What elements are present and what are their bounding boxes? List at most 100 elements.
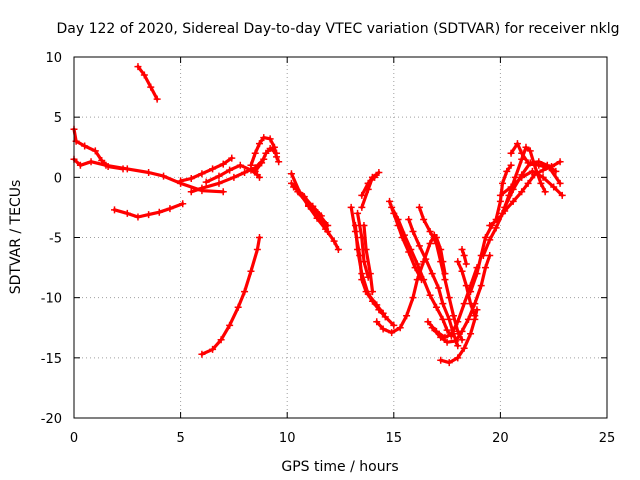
data-point	[330, 237, 338, 245]
data-point	[526, 159, 534, 167]
data-point	[253, 246, 261, 254]
data-point	[409, 294, 417, 302]
data-point	[217, 336, 225, 344]
data-point	[441, 333, 449, 341]
data-point	[358, 191, 366, 199]
data-point	[405, 215, 413, 223]
data-point	[177, 177, 185, 185]
data-point	[198, 170, 206, 178]
data-point	[460, 300, 468, 308]
data-point	[424, 318, 432, 326]
series-arc35	[496, 167, 566, 199]
data-point	[481, 234, 489, 241]
data-point	[202, 178, 210, 186]
y-tick-label: -15	[41, 352, 62, 367]
data-point	[153, 95, 161, 103]
data-point	[496, 191, 504, 199]
data-point	[354, 246, 362, 254]
data-point	[226, 321, 234, 329]
data-point	[81, 142, 89, 150]
data-point	[499, 179, 507, 187]
data-point	[187, 188, 195, 196]
data-point	[460, 344, 468, 352]
x-tick-label: 10	[279, 431, 296, 446]
series-line	[353, 223, 385, 315]
data-point	[241, 288, 249, 296]
data-point	[273, 149, 281, 157]
data-point	[432, 234, 440, 241]
series-arc14	[287, 179, 325, 220]
data-point	[509, 197, 517, 205]
data-point	[76, 161, 84, 169]
data-point	[458, 267, 466, 275]
data-point	[147, 83, 155, 91]
data-point	[309, 202, 317, 210]
data-point	[368, 288, 376, 296]
data-point	[334, 246, 342, 254]
x-tick-label: 15	[386, 431, 403, 446]
data-point	[226, 166, 234, 174]
y-tick-label: -10	[41, 292, 62, 307]
y-tick-label: -5	[49, 232, 62, 247]
series-line	[72, 157, 225, 194]
y-tick-label: -20	[41, 412, 62, 427]
data-point	[111, 206, 119, 214]
data-point	[458, 327, 466, 335]
data-point	[556, 179, 564, 187]
data-point	[251, 149, 259, 157]
data-point	[432, 327, 440, 335]
data-point	[556, 158, 564, 166]
data-point	[420, 276, 428, 284]
data-point	[415, 203, 423, 211]
series-arc10	[251, 144, 281, 175]
data-point	[518, 149, 526, 157]
data-point	[145, 169, 153, 177]
data-point	[458, 336, 466, 344]
data-point	[362, 246, 370, 254]
data-point	[360, 221, 368, 229]
data-point	[445, 359, 453, 367]
series-line	[426, 266, 479, 339]
data-point	[351, 221, 359, 229]
x-tick-labels: 0 5 10 15 20 25	[70, 431, 615, 446]
data-point	[543, 161, 551, 169]
data-point	[381, 313, 389, 321]
plot-frame	[73, 56, 608, 419]
data-point	[443, 338, 451, 346]
data-point	[255, 140, 263, 148]
data-point	[473, 270, 481, 278]
data-point	[396, 324, 404, 332]
series-line	[481, 145, 547, 258]
data-point	[435, 284, 443, 292]
data-point	[375, 169, 383, 177]
data-point	[287, 170, 295, 178]
series-arc8	[202, 161, 263, 186]
data-point	[91, 147, 99, 155]
data-point	[260, 134, 268, 142]
data-point	[258, 159, 266, 167]
y-tick-label: 5	[54, 111, 62, 126]
data-point	[255, 234, 263, 241]
chart-title: Day 122 of 2020, Sidereal Day-to-day VTE…	[57, 21, 620, 37]
data-point	[364, 179, 372, 187]
data-point	[494, 215, 502, 223]
data-point	[87, 158, 95, 166]
data-point	[187, 175, 195, 183]
data-point	[443, 326, 451, 334]
data-point	[324, 227, 332, 235]
tick-marks	[73, 56, 608, 419]
data-point	[426, 227, 434, 235]
data-point	[145, 211, 153, 219]
y-tick-labels: -20 -15 -10 -5 0 5 10	[41, 51, 62, 427]
data-point	[428, 270, 436, 278]
series-arc28	[432, 234, 449, 278]
data-point	[379, 325, 387, 333]
data-point	[541, 188, 549, 196]
data-point	[486, 236, 494, 244]
data-point	[160, 172, 168, 180]
series-line	[200, 235, 262, 356]
data-point	[368, 173, 376, 181]
data-point	[247, 267, 255, 275]
data-point	[439, 258, 447, 266]
